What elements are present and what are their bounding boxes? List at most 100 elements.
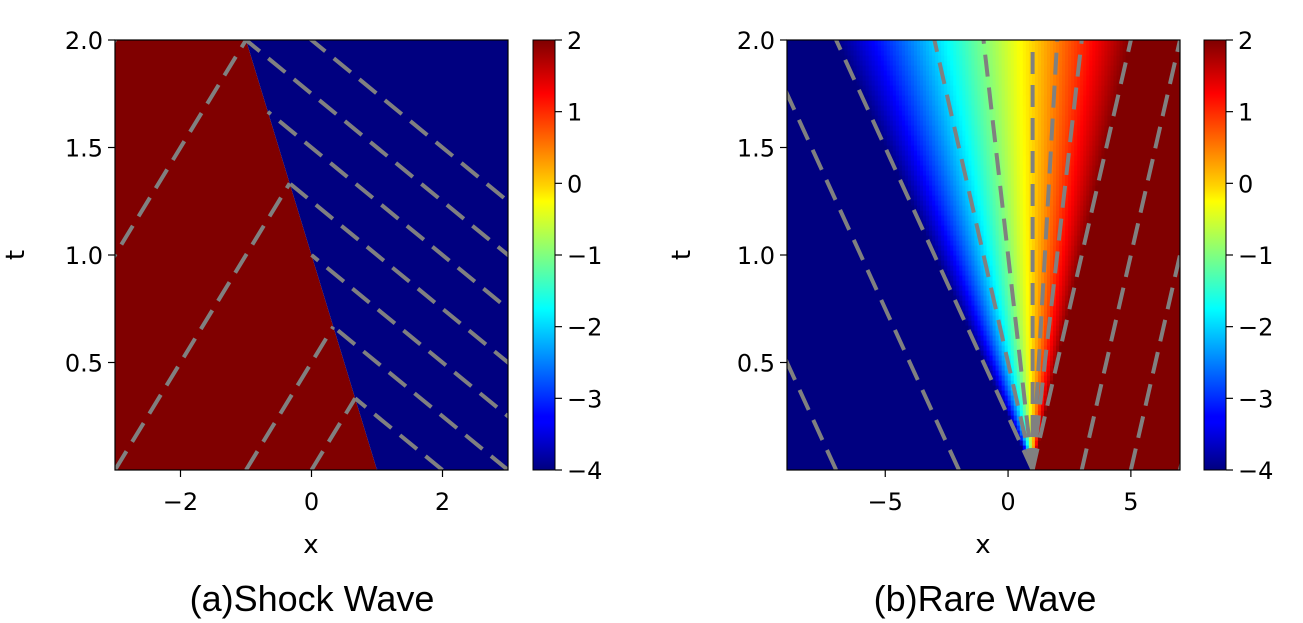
heatmap-cell: [1116, 320, 1121, 326]
heatmap-cell: [1056, 335, 1060, 341]
heatmap-cell: [868, 280, 873, 286]
heatmap-cell: [898, 440, 903, 446]
heatmap-cell: [962, 355, 966, 361]
heatmap-cell: [877, 360, 882, 366]
heatmap-cell: [1173, 330, 1178, 336]
heatmap-cell: [868, 450, 873, 456]
heatmap-cell: [965, 305, 969, 311]
heatmap-cell: [1101, 450, 1106, 456]
heatmap-cell: [862, 450, 867, 456]
heatmap-cell: [926, 320, 930, 326]
heatmap-cell: [953, 355, 957, 361]
heatmap-cell: [956, 355, 960, 361]
heatmap-cell: [947, 370, 951, 376]
heatmap-cell: [898, 390, 903, 396]
heatmap-cell: [1170, 450, 1175, 456]
heatmap-cell: [916, 385, 921, 391]
heatmap-cell: [956, 370, 960, 376]
heatmap-cell: [1125, 285, 1130, 291]
heatmap-cell: [1086, 395, 1090, 401]
heatmap-cell: [1053, 410, 1057, 416]
heatmap-cell: [926, 390, 930, 396]
heatmap-cell: [1170, 465, 1175, 470]
heatmap-cell: [1095, 320, 1099, 326]
heatmap-cell: [1134, 285, 1139, 291]
characteristic-line-right: [266, 110, 508, 312]
heatmap-cell: [1028, 405, 1033, 411]
heatmap-cell: [947, 305, 951, 311]
heatmap-cell: [974, 450, 979, 456]
heatmap-cell: [901, 310, 906, 316]
heatmap-cell: [847, 320, 852, 326]
heatmap-cell: [862, 365, 867, 371]
heatmap-cell: [935, 410, 939, 416]
heatmap-cell: [868, 460, 873, 466]
heatmap-cell: [1013, 415, 1018, 421]
heatmap-cell: [868, 415, 873, 421]
heatmap-cell: [1140, 440, 1145, 446]
heatmap-cell: [1025, 290, 1030, 296]
heatmap-cell: [802, 430, 806, 436]
heatmap-cell: [1022, 330, 1027, 336]
heatmap-cell: [992, 455, 997, 461]
heatmap-cell: [1074, 285, 1078, 291]
heatmap-cell: [962, 385, 966, 391]
heatmap-cell: [802, 285, 806, 291]
heatmap-cell: [886, 410, 891, 416]
heatmap-cell: [880, 315, 885, 321]
heatmap-cell: [935, 315, 939, 321]
heatmap-cell: [841, 330, 846, 336]
heatmap-cell: [1176, 400, 1180, 406]
heatmap-cell: [1164, 375, 1169, 381]
heatmap-cell: [1131, 445, 1136, 451]
heatmap-cell: [944, 390, 948, 396]
heatmap-cell: [1077, 380, 1081, 386]
heatmap-cell: [892, 435, 897, 441]
heatmap-cell: [1007, 355, 1012, 361]
heatmap-cell: [1161, 435, 1166, 441]
heatmap-cell: [814, 415, 818, 421]
heatmap-cell: [1077, 390, 1081, 396]
heatmap-cell: [932, 385, 936, 391]
heatmap-cell: [913, 420, 918, 426]
heatmap-cell: [850, 400, 855, 406]
heatmap-cell: [838, 430, 843, 436]
heatmap-cell: [932, 425, 936, 431]
heatmap-cell: [932, 380, 936, 386]
heatmap-cell: [995, 365, 1000, 371]
heatmap-cell: [1164, 365, 1169, 371]
heatmap-cell: [1107, 345, 1112, 351]
heatmap-cell: [814, 400, 818, 406]
heatmap-cell: [989, 400, 994, 406]
heatmap-cell: [826, 380, 830, 386]
heatmap-cell: [965, 445, 969, 451]
heatmap-cell: [1065, 350, 1069, 356]
x-axis-label-a: x: [303, 530, 318, 560]
heatmap-cell: [971, 300, 976, 306]
heatmap-cell: [980, 340, 985, 346]
heatmap-cell: [965, 345, 969, 351]
heatmap-cell: [1101, 395, 1106, 401]
heatmap-cell: [1173, 465, 1178, 470]
heatmap-cell: [1089, 340, 1093, 346]
heatmap-cell: [1016, 410, 1021, 416]
heatmap-cell: [932, 360, 936, 366]
heatmap-cell: [1086, 310, 1090, 316]
heatmap-cell: [944, 360, 948, 366]
heatmap-cell: [865, 415, 870, 421]
heatmap-cell: [1062, 445, 1066, 451]
heatmap-cell: [1095, 390, 1099, 396]
heatmap-cell: [1173, 455, 1178, 461]
heatmap-cell: [832, 280, 836, 286]
heatmap-cell: [796, 365, 800, 371]
heatmap-cell: [1077, 395, 1081, 401]
heatmap-cell: [1086, 465, 1090, 470]
heatmap-cell: [874, 410, 879, 416]
heatmap-cell: [1083, 305, 1087, 311]
heatmap-cell: [808, 340, 812, 346]
heatmap-cell: [932, 295, 936, 301]
heatmap-cell: [989, 305, 994, 311]
heatmap-cell: [992, 350, 997, 356]
heatmap-cell: [1065, 430, 1069, 436]
heatmap-cell: [823, 365, 827, 371]
